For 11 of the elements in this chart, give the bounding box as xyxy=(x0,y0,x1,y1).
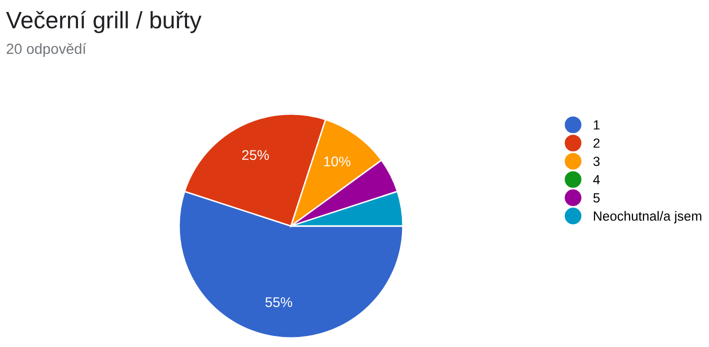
legend-label: Neochutnal/a jsem xyxy=(594,211,702,224)
data-label: 10% xyxy=(324,156,350,166)
text: 20 odpovědí xyxy=(6,43,86,57)
chart-title: Večerní grill / buřty xyxy=(6,10,202,34)
legend-label: 2 xyxy=(594,138,600,148)
legend-label: 4 xyxy=(593,175,600,184)
data-label: 55% xyxy=(265,297,292,308)
legend-label: 3 xyxy=(593,156,600,166)
legend-label: 1 xyxy=(594,120,600,130)
data-label: 25% xyxy=(242,150,269,160)
legend-label: 5 xyxy=(593,193,600,203)
